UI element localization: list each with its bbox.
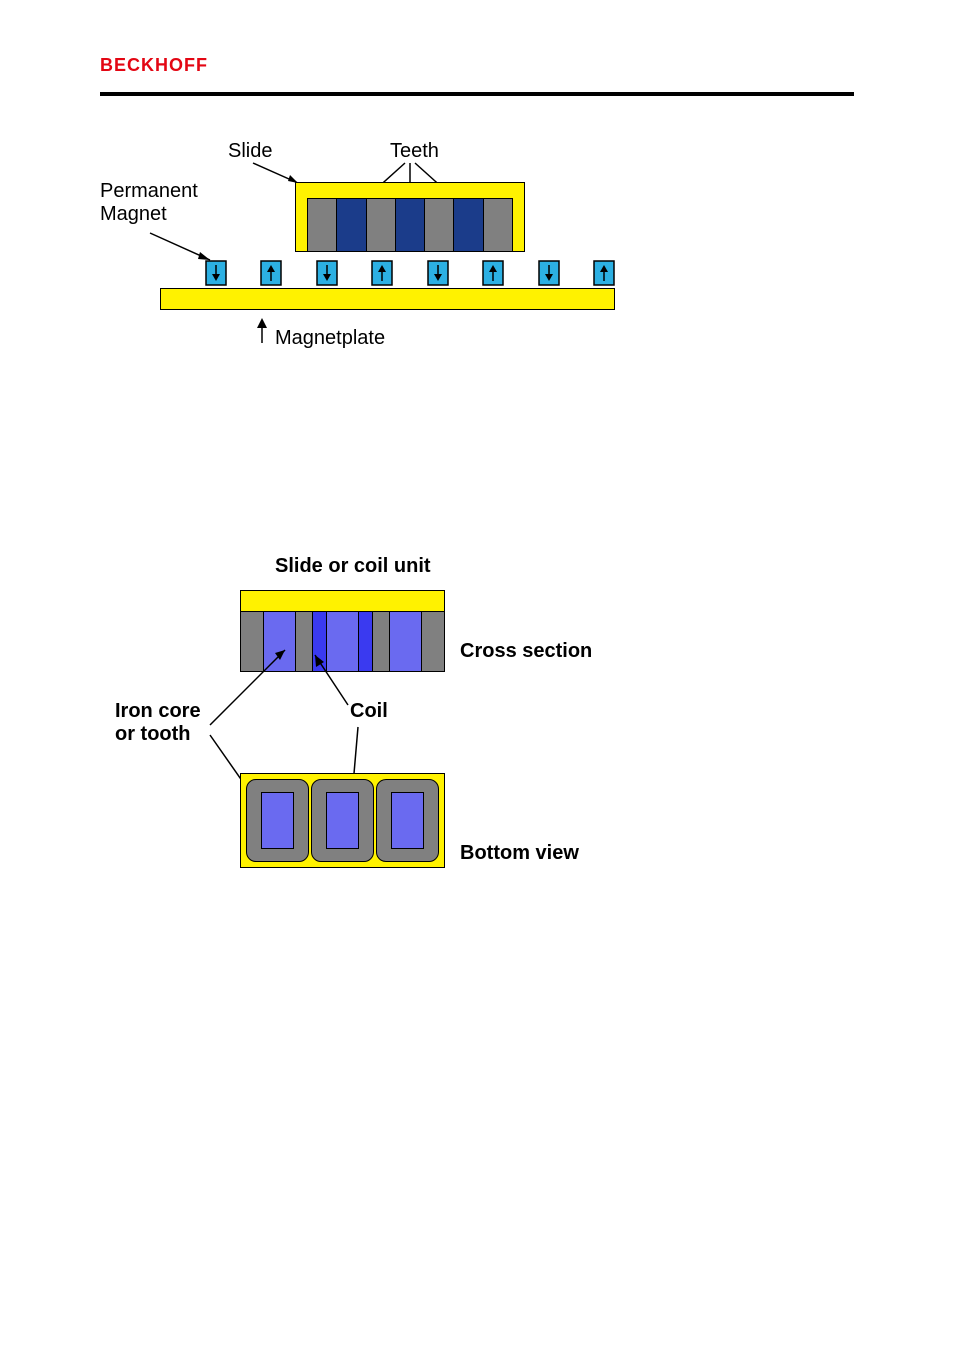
coil-unit-3 — [376, 779, 439, 862]
magnet-4-up — [371, 260, 393, 286]
label-magnetplate: Magnetplate — [275, 327, 385, 350]
brand-text: BECKHOFF — [100, 55, 208, 75]
figure-1: Slide Teeth Permanent Magnet Magnetplate — [100, 130, 660, 360]
magnet-1-down — [205, 260, 227, 286]
arrow-magnetplate — [250, 315, 275, 345]
magnet-7-down — [538, 260, 560, 286]
magnet-8-up — [593, 260, 615, 286]
magnet-5-down — [427, 260, 449, 286]
teeth-block — [307, 198, 513, 252]
magnet-6-up — [482, 260, 504, 286]
bottom-view-inner — [246, 779, 439, 862]
magnet-2-up — [260, 260, 282, 286]
label-permanent-magnet-1: Permanent — [100, 180, 198, 203]
brand: BECKHOFF — [100, 55, 208, 76]
magnet-row — [205, 260, 615, 288]
coil-unit-2 — [311, 779, 374, 862]
coil-unit-1 — [246, 779, 309, 862]
page: BECKHOFF Slide Teeth Permanent Magnet Ma… — [0, 0, 954, 1351]
label-permanent-magnet-2: Magnet — [100, 203, 167, 226]
figure-2: Slide or coil unit Cross section Iron co… — [100, 555, 660, 895]
header-rule — [100, 92, 854, 96]
magnet-3-down — [316, 260, 338, 286]
magnet-plate — [160, 288, 615, 310]
